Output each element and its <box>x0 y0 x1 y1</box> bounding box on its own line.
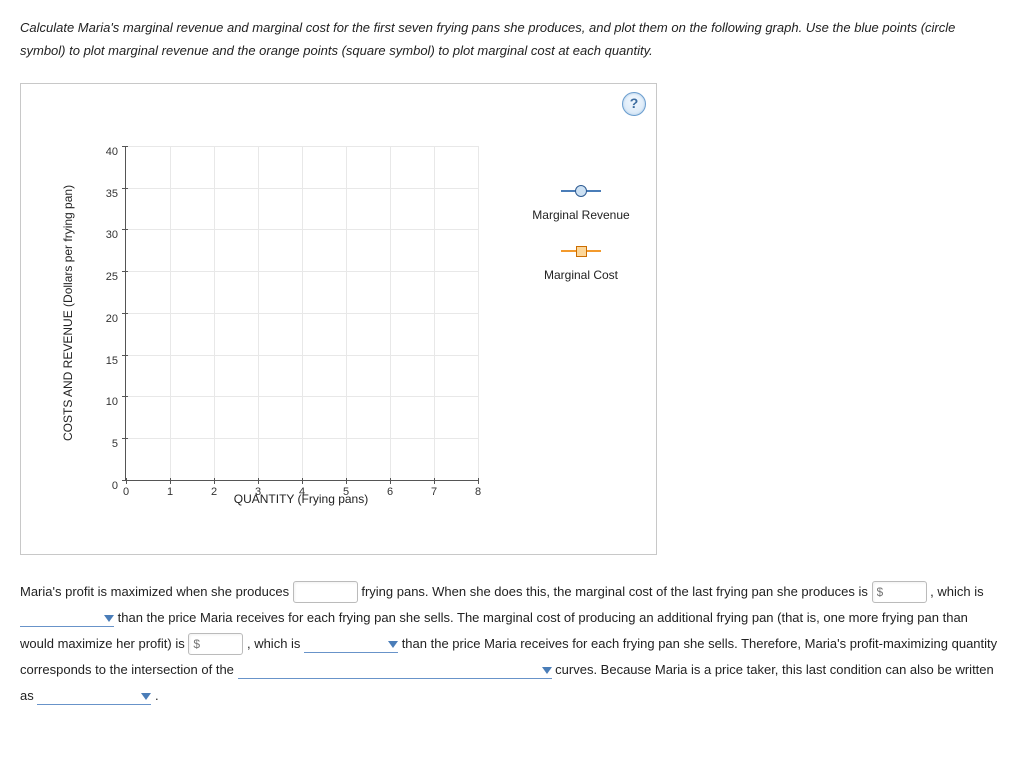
tick-x <box>126 478 127 484</box>
legend-mc[interactable]: Marginal Cost <box>511 244 651 282</box>
tick-y <box>122 396 128 397</box>
tick-y <box>122 188 128 189</box>
text-1: Maria's profit is maximized when she pro… <box>20 584 289 599</box>
fill-in-paragraph: Maria's profit is maximized when she pro… <box>20 579 1004 709</box>
gridline-h <box>126 146 478 147</box>
square-icon <box>561 244 601 258</box>
tick-y <box>122 355 128 356</box>
y-axis-title: COSTS AND REVENUE (Dollars per frying pa… <box>61 146 81 480</box>
help-button[interactable]: ? <box>622 92 646 116</box>
tick-y <box>122 480 128 481</box>
text-3: , which is <box>930 584 983 599</box>
gridline-h <box>126 396 478 397</box>
quantity-input[interactable] <box>293 581 358 603</box>
tick-x <box>478 478 479 484</box>
text-period: . <box>155 688 159 703</box>
tick-y <box>122 438 128 439</box>
tick-x <box>214 478 215 484</box>
x-axis-title: QUANTITY (Frying pans) <box>125 492 477 506</box>
text-5: , which is <box>247 636 300 651</box>
y-tick-label: 35 <box>98 188 118 200</box>
gridline-h <box>126 313 478 314</box>
gridline-v <box>478 146 479 480</box>
condition-dropdown[interactable] <box>37 688 151 705</box>
tick-x <box>346 478 347 484</box>
legend-mc-label: Marginal Cost <box>544 268 618 282</box>
y-tick-label: 20 <box>98 313 118 325</box>
y-tick-label: 15 <box>98 355 118 367</box>
gridline-h <box>126 229 478 230</box>
gridline-h <box>126 271 478 272</box>
y-tick-label: 25 <box>98 271 118 283</box>
tick-x <box>170 478 171 484</box>
y-tick-label: 10 <box>98 396 118 408</box>
tick-y <box>122 313 128 314</box>
gridline-h <box>126 355 478 356</box>
mc-next-input[interactable] <box>188 633 243 655</box>
compare-1-dropdown[interactable] <box>20 610 114 627</box>
gridline-h <box>126 438 478 439</box>
graph-panel: ? COSTS AND REVENUE (Dollars per frying … <box>20 83 657 555</box>
compare-2-dropdown[interactable] <box>304 636 398 653</box>
gridline-h <box>126 188 478 189</box>
y-tick-label: 30 <box>98 229 118 241</box>
text-2: frying pans. When she does this, the mar… <box>361 584 868 599</box>
legend-mr-label: Marginal Revenue <box>532 208 629 222</box>
tick-y <box>122 229 128 230</box>
tick-y <box>122 146 128 147</box>
curves-dropdown[interactable] <box>238 662 552 679</box>
tick-y <box>122 271 128 272</box>
y-tick-label: 0 <box>98 480 118 492</box>
instructions-text: Calculate Maria's marginal revenue and m… <box>20 16 1004 63</box>
tick-x <box>302 478 303 484</box>
plot-area[interactable]: 0123456780510152025303540 <box>125 146 478 481</box>
tick-x <box>434 478 435 484</box>
legend-mr[interactable]: Marginal Revenue <box>511 184 651 222</box>
y-tick-label: 5 <box>98 438 118 450</box>
tick-x <box>390 478 391 484</box>
tick-x <box>258 478 259 484</box>
legend: Marginal Revenue Marginal Cost <box>511 184 651 304</box>
mc-last-input[interactable] <box>872 581 927 603</box>
circle-icon <box>561 184 601 198</box>
y-tick-label: 40 <box>98 146 118 158</box>
